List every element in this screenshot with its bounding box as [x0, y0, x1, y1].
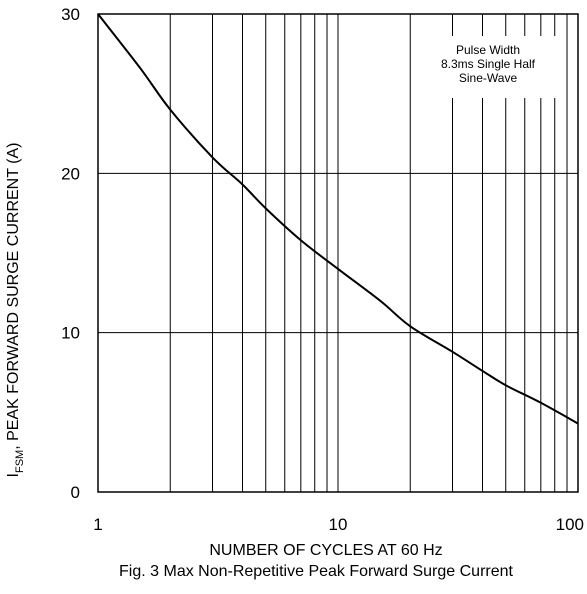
note-background	[413, 36, 563, 98]
x-tick-label: 100	[556, 515, 584, 534]
y-axis-label-main: I	[5, 473, 22, 477]
surge-current-curve	[97, 13, 579, 425]
plot-frame	[97, 13, 579, 493]
note-line: Pulse Width	[456, 43, 520, 57]
x-axis-label: NUMBER OF CYCLES AT 60 Hz	[209, 542, 442, 559]
x-tick-label: 1	[93, 515, 102, 534]
y-axis-label-sub: FSM	[14, 450, 26, 473]
x-tick-labels: 1 10 100	[93, 515, 584, 534]
y-axis-label: IFSM, PEAK FORWARD SURGE CURRENT (A)	[5, 143, 26, 478]
y-axis-label-rest: , PEAK FORWARD SURGE CURRENT (A)	[5, 143, 22, 450]
note-line: 8.3ms Single Half	[441, 57, 536, 71]
y-tick-labels: 0 10 20 30	[61, 5, 80, 502]
x-tick-label: 10	[329, 515, 348, 534]
note-line: Sine-Wave	[459, 71, 518, 85]
y-tick-label: 10	[61, 324, 80, 343]
y-tick-label: 30	[61, 5, 80, 24]
y-tick-label: 0	[71, 483, 80, 502]
y-tick-label: 20	[61, 164, 80, 183]
figure-caption: Fig. 3 Max Non-Repetitive Peak Forward S…	[119, 563, 513, 580]
